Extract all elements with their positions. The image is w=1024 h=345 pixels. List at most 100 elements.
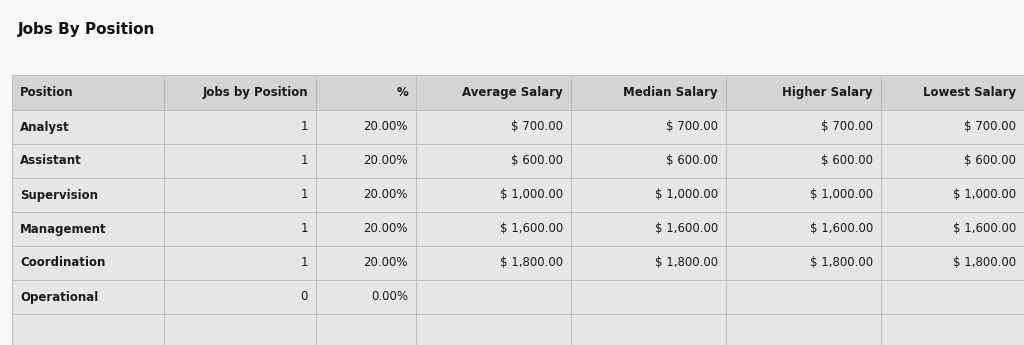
Text: Lowest Salary: Lowest Salary <box>923 86 1016 99</box>
Bar <box>12 178 164 212</box>
Text: $ 1,800.00: $ 1,800.00 <box>953 256 1016 269</box>
Text: 20.00%: 20.00% <box>364 223 408 236</box>
Bar <box>571 246 726 280</box>
Bar <box>881 110 1024 144</box>
Bar <box>416 280 571 314</box>
Text: $ 1,800.00: $ 1,800.00 <box>500 256 563 269</box>
Text: $ 1,600.00: $ 1,600.00 <box>952 223 1016 236</box>
Text: $ 1,600.00: $ 1,600.00 <box>500 223 563 236</box>
Bar <box>571 280 726 314</box>
Bar <box>316 178 416 212</box>
Text: 20.00%: 20.00% <box>364 188 408 201</box>
Text: Position: Position <box>20 86 74 99</box>
Text: Jobs by Position: Jobs by Position <box>203 86 308 99</box>
Bar <box>316 110 416 144</box>
Bar <box>571 314 726 345</box>
Bar <box>12 110 164 144</box>
Text: Supervision: Supervision <box>20 188 98 201</box>
Bar <box>881 75 1024 110</box>
Bar <box>164 110 316 144</box>
Text: $ 600.00: $ 600.00 <box>821 155 873 168</box>
Text: $ 1,000.00: $ 1,000.00 <box>655 188 718 201</box>
Bar <box>12 144 164 178</box>
Bar <box>316 212 416 246</box>
Text: $ 1,600.00: $ 1,600.00 <box>810 223 873 236</box>
Text: 20.00%: 20.00% <box>364 155 408 168</box>
Bar <box>316 314 416 345</box>
Bar <box>726 75 881 110</box>
Bar <box>416 246 571 280</box>
Bar <box>726 314 881 345</box>
Text: 1: 1 <box>300 155 308 168</box>
Bar <box>726 178 881 212</box>
Text: $ 600.00: $ 600.00 <box>964 155 1016 168</box>
Bar <box>416 212 571 246</box>
Bar <box>571 212 726 246</box>
Text: 0: 0 <box>301 290 308 304</box>
Bar <box>416 314 571 345</box>
Text: Coordination: Coordination <box>20 256 105 269</box>
Text: Analyst: Analyst <box>20 120 70 134</box>
Text: Jobs By Position: Jobs By Position <box>18 22 156 37</box>
Bar <box>571 110 726 144</box>
Text: 20.00%: 20.00% <box>364 120 408 134</box>
Bar <box>571 75 726 110</box>
Bar <box>881 246 1024 280</box>
Bar <box>881 212 1024 246</box>
Bar <box>164 178 316 212</box>
Bar <box>881 280 1024 314</box>
Text: Higher Salary: Higher Salary <box>782 86 873 99</box>
Bar <box>416 110 571 144</box>
Text: $ 700.00: $ 700.00 <box>666 120 718 134</box>
Bar <box>164 75 316 110</box>
Bar <box>164 314 316 345</box>
Text: $ 1,600.00: $ 1,600.00 <box>654 223 718 236</box>
Bar <box>12 75 164 110</box>
Bar <box>12 212 164 246</box>
Bar <box>726 280 881 314</box>
Bar <box>316 246 416 280</box>
Bar <box>416 178 571 212</box>
Text: $ 1,800.00: $ 1,800.00 <box>810 256 873 269</box>
Text: 1: 1 <box>300 120 308 134</box>
Text: $ 1,000.00: $ 1,000.00 <box>953 188 1016 201</box>
Text: Operational: Operational <box>20 290 98 304</box>
Bar <box>416 75 571 110</box>
Bar <box>12 246 164 280</box>
Bar <box>164 144 316 178</box>
Text: 1: 1 <box>300 188 308 201</box>
Text: 1: 1 <box>300 223 308 236</box>
Text: $ 1,000.00: $ 1,000.00 <box>810 188 873 201</box>
Bar <box>881 178 1024 212</box>
Bar <box>726 110 881 144</box>
Text: %: % <box>396 86 408 99</box>
Bar <box>726 144 881 178</box>
Text: Management: Management <box>20 223 106 236</box>
Text: $ 1,000.00: $ 1,000.00 <box>500 188 563 201</box>
Text: $ 1,800.00: $ 1,800.00 <box>655 256 718 269</box>
Bar <box>316 75 416 110</box>
Text: 0.00%: 0.00% <box>371 290 408 304</box>
Text: Assistant: Assistant <box>20 155 82 168</box>
Text: $ 600.00: $ 600.00 <box>511 155 563 168</box>
Bar <box>881 314 1024 345</box>
Bar <box>726 246 881 280</box>
Text: 1: 1 <box>300 256 308 269</box>
Bar <box>12 280 164 314</box>
Bar <box>164 246 316 280</box>
Bar <box>726 212 881 246</box>
Text: $ 700.00: $ 700.00 <box>964 120 1016 134</box>
Bar <box>316 144 416 178</box>
Bar <box>571 178 726 212</box>
Bar <box>164 280 316 314</box>
Bar <box>164 212 316 246</box>
Bar <box>416 144 571 178</box>
Text: Average Salary: Average Salary <box>462 86 563 99</box>
Bar <box>12 314 164 345</box>
Text: 20.00%: 20.00% <box>364 256 408 269</box>
Bar <box>881 144 1024 178</box>
Bar <box>571 144 726 178</box>
Text: $ 700.00: $ 700.00 <box>511 120 563 134</box>
Text: $ 700.00: $ 700.00 <box>821 120 873 134</box>
Text: $ 600.00: $ 600.00 <box>666 155 718 168</box>
